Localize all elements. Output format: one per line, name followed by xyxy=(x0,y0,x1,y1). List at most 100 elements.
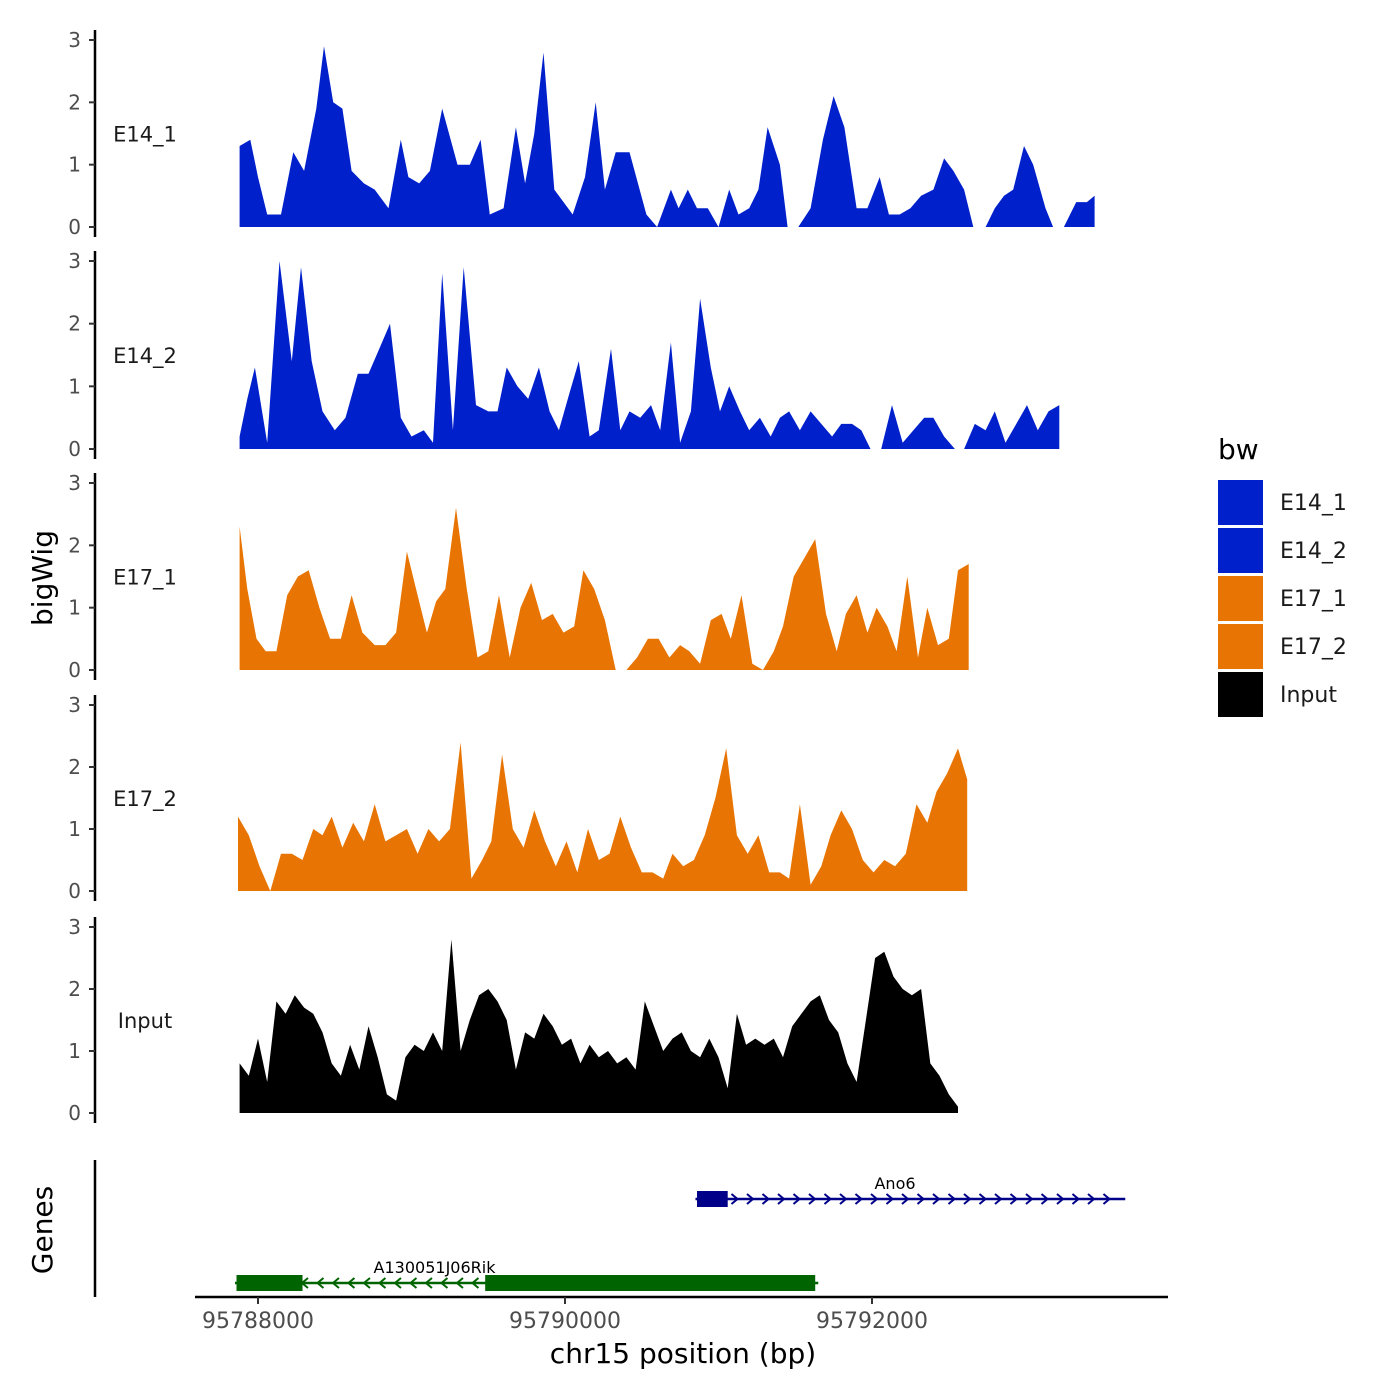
tracks-layer: 0 1 2 3 E14_1 0 1 2 3 E14_2 0 1 2 3 E17_1 0 1 2 3 E17_2 0 1 2 3… xyxy=(68,28,1095,1125)
y-tick-label: 3 xyxy=(68,693,81,717)
strand-arrow xyxy=(978,1193,988,1205)
gene-label: A130051J06Rik xyxy=(374,1258,497,1277)
legend-label: E14_1 xyxy=(1280,491,1347,516)
legend-item-E14_2: E14_2 xyxy=(1218,528,1347,573)
strand-arrow xyxy=(393,1277,402,1289)
legend-item-E17_2: E17_2 xyxy=(1218,624,1347,669)
strand-arrow xyxy=(761,1193,771,1205)
strand-arrow xyxy=(730,1193,740,1205)
y-tick-label: 3 xyxy=(68,28,81,52)
genes-axis-title: Genes xyxy=(26,1186,59,1274)
x-tick-label: 95792000 xyxy=(816,1309,928,1334)
exon-block xyxy=(697,1191,728,1207)
signal-area-E14_2 xyxy=(239,261,1060,449)
strand-arrow xyxy=(424,1277,433,1289)
y-tick-label: 0 xyxy=(68,658,81,682)
signal-area-Input xyxy=(239,939,959,1113)
x-tick-label: 95790000 xyxy=(509,1309,621,1334)
y-tick-label: 3 xyxy=(68,249,81,273)
legend-item-E17_1: E17_1 xyxy=(1218,576,1347,621)
legend-label: E17_2 xyxy=(1280,635,1347,660)
strand-arrow xyxy=(346,1277,356,1289)
y-tick-label: 1 xyxy=(68,153,81,177)
exon-block xyxy=(236,1275,303,1291)
track-E17_2: 0 1 2 3 E17_2 xyxy=(68,693,968,903)
legend-label: E14_2 xyxy=(1280,539,1347,564)
signal-area-E17_2 xyxy=(238,742,968,891)
strand-arrow xyxy=(362,1277,371,1289)
track-label: E17_2 xyxy=(113,787,177,812)
strand-arrow xyxy=(839,1193,848,1205)
strand-arrow xyxy=(455,1277,464,1289)
legend-swatch xyxy=(1218,480,1263,525)
strand-arrow xyxy=(439,1277,449,1289)
y-tick-label: 2 xyxy=(68,755,81,779)
y-tick-label: 2 xyxy=(68,533,81,557)
x-tick-label: 95788000 xyxy=(202,1309,314,1334)
strand-arrow xyxy=(377,1277,387,1289)
y-axis-title: bigWig xyxy=(26,530,59,626)
y-tick-label: 0 xyxy=(68,879,81,903)
gene-Ano6: Ano6 xyxy=(695,1174,1126,1207)
y-tick-label: 1 xyxy=(68,374,81,398)
legend-swatch xyxy=(1218,528,1263,573)
track-label: E14_2 xyxy=(113,344,177,369)
strand-arrow xyxy=(470,1277,480,1289)
strand-arrow xyxy=(963,1193,972,1205)
legend-swatch xyxy=(1218,624,1263,669)
y-tick-label: 0 xyxy=(68,1101,81,1125)
legend-label: E17_1 xyxy=(1280,587,1347,612)
y-tick-label: 3 xyxy=(68,471,81,495)
gene-A130051J06Rik: A130051J06Rik xyxy=(234,1258,819,1291)
strand-arrow xyxy=(1071,1193,1081,1205)
strand-arrow xyxy=(315,1277,325,1289)
strand-arrow xyxy=(746,1193,755,1205)
strand-arrow xyxy=(932,1193,941,1205)
signal-area-E17_1 xyxy=(239,507,969,670)
strand-arrow xyxy=(1056,1193,1065,1205)
strand-arrow xyxy=(1009,1193,1019,1205)
genes-layer: Ano6 A130051J06Rik xyxy=(93,1160,1126,1297)
legend-title: bw xyxy=(1218,433,1259,466)
strand-arrow xyxy=(885,1193,895,1205)
strand-arrow xyxy=(901,1193,910,1205)
strand-arrow xyxy=(1025,1193,1034,1205)
legend-swatch xyxy=(1218,672,1263,717)
y-tick-label: 3 xyxy=(68,915,81,939)
strand-arrow xyxy=(947,1193,957,1205)
strand-arrow xyxy=(408,1277,418,1289)
y-tick-label: 0 xyxy=(68,215,81,239)
track-Input: 0 1 2 3 Input xyxy=(68,915,959,1125)
track-E17_1: 0 1 2 3 E17_1 xyxy=(68,471,969,682)
signal-area-E14_1 xyxy=(239,46,1095,228)
strand-arrow xyxy=(1102,1193,1112,1205)
strand-arrow xyxy=(777,1193,786,1205)
legend-swatch xyxy=(1218,576,1263,621)
strand-arrow xyxy=(994,1193,1003,1205)
strand-arrow xyxy=(823,1193,833,1205)
legend: bw E14_1 E14_2 E17_1 E17_2 Input xyxy=(1218,433,1347,717)
track-label: E17_1 xyxy=(113,566,177,591)
strand-arrow xyxy=(331,1277,340,1289)
strand-arrow xyxy=(808,1193,817,1205)
y-tick-label: 0 xyxy=(68,437,81,461)
strand-arrow xyxy=(1087,1193,1096,1205)
x-axis: 95788000 95790000 95792000 xyxy=(195,1295,1168,1334)
strand-arrow xyxy=(1040,1193,1050,1205)
strand-arrow xyxy=(916,1193,926,1205)
gene-label: Ano6 xyxy=(874,1174,915,1193)
y-tick-label: 1 xyxy=(68,1039,81,1063)
track-E14_2: 0 1 2 3 E14_2 xyxy=(68,249,1060,461)
legend-item-E14_1: E14_1 xyxy=(1218,480,1347,525)
track-label: E14_1 xyxy=(113,123,177,148)
legend-label: Input xyxy=(1280,683,1337,708)
track-label: Input xyxy=(118,1009,172,1033)
y-tick-label: 1 xyxy=(68,596,81,620)
legend-item-Input: Input xyxy=(1218,672,1337,717)
strand-arrow xyxy=(870,1193,879,1205)
x-axis-title: chr15 position (bp) xyxy=(550,1337,816,1370)
y-tick-label: 2 xyxy=(68,977,81,1001)
strand-arrow xyxy=(854,1193,864,1205)
strand-arrow xyxy=(792,1193,802,1205)
